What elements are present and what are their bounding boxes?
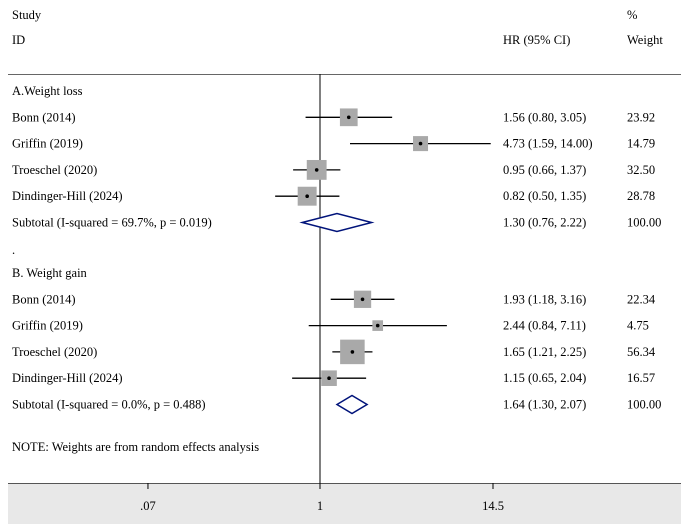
x-axis-panel (8, 483, 681, 524)
ci-value: 0.82 (0.50, 1.35) (503, 189, 586, 203)
note-separator: . (12, 433, 16, 447)
subtotal-label: Subtotal (I-squared = 0.0%, p = 0.488) (12, 398, 206, 412)
study-column-header: Study (12, 8, 42, 22)
study-label: Bonn (2014) (12, 110, 76, 124)
weight-value: 32.50 (627, 163, 655, 177)
study-label: Griffin (2019) (12, 319, 83, 333)
study-label: Dindinger-Hill (2024) (12, 371, 123, 385)
study-label: Dindinger-Hill (2024) (12, 189, 123, 203)
subtotal-diamond (335, 394, 369, 415)
ci-value: 0.95 (0.66, 1.37) (503, 163, 586, 177)
header-divider (8, 74, 681, 75)
weight-value: 16.57 (627, 371, 655, 385)
study-label: Troeschel (2020) (12, 345, 97, 359)
point-estimate (305, 194, 309, 198)
subtotal-weight-value: 100.00 (627, 216, 661, 230)
point-estimate (375, 323, 380, 328)
ci-value: 1.65 (1.21, 2.25) (503, 345, 586, 359)
point-estimate (314, 168, 319, 172)
study-label: Griffin (2019) (12, 137, 83, 151)
weight-value: 4.75 (627, 319, 649, 333)
point-estimate (327, 376, 331, 381)
study-label: Bonn (2014) (12, 292, 76, 306)
point-estimate (350, 350, 355, 354)
weights-note: NOTE: Weights are from random effects an… (12, 440, 260, 454)
x-tick-label: .07 (140, 499, 156, 513)
subtotal-ci-value: 1.30 (0.76, 2.22) (503, 216, 586, 230)
ci-value: 4.73 (1.59, 14.00) (503, 137, 593, 151)
ci-value: 1.93 (1.18, 3.16) (503, 292, 586, 306)
group-title: A.Weight loss (12, 84, 83, 98)
weight-value: 14.79 (627, 137, 655, 151)
point-estimate (346, 115, 351, 120)
group-separator: . (12, 243, 16, 257)
hr-column-header: HR (95% CI) (503, 33, 571, 47)
subtotal-diamond (299, 212, 375, 233)
point-estimate (360, 297, 365, 302)
subtotal-ci-value: 1.64 (1.30, 2.07) (503, 398, 586, 412)
id-column-header: ID (12, 33, 26, 47)
weight-value: 22.34 (627, 292, 656, 306)
subtotal-label: Subtotal (I-squared = 69.7%, p = 0.019) (12, 216, 212, 230)
group-title: B. Weight gain (12, 266, 88, 280)
x-tick-label: 1 (317, 499, 323, 513)
weight-value: 56.34 (627, 345, 656, 359)
point-estimate (418, 141, 423, 146)
weight-column-header: Weight (627, 33, 663, 47)
weight-value: 28.78 (627, 189, 655, 203)
ci-value: 1.56 (0.80, 3.05) (503, 110, 586, 124)
subtotal-weight-value: 100.00 (627, 398, 661, 412)
weight-value: 23.92 (627, 110, 655, 124)
percent-column-header: % (627, 8, 638, 22)
x-tick-label: 14.5 (482, 499, 504, 513)
ci-value: 1.15 (0.65, 2.04) (503, 371, 586, 385)
ci-value: 2.44 (0.84, 7.11) (503, 319, 586, 333)
study-label: Troeschel (2020) (12, 163, 97, 177)
